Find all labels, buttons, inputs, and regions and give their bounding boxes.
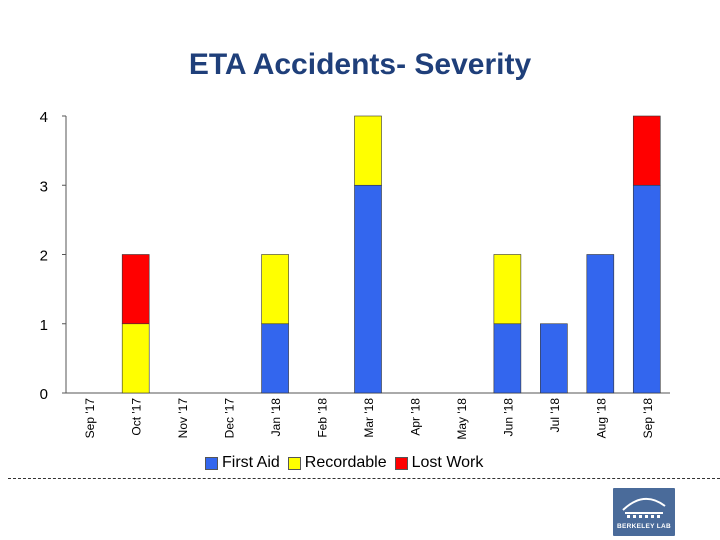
lab-building-icon [622, 498, 666, 518]
legend-item-first-aid: First Aid [205, 454, 280, 472]
x-tick-label: Aug '18 [594, 398, 608, 439]
y-tick-label: 4 [40, 109, 48, 126]
legend-label-lost-work: Lost Work [411, 454, 484, 471]
bar-recordable [261, 254, 289, 325]
x-tick-label: Apr '18 [408, 398, 422, 436]
legend-item-recordable: Recordable [287, 454, 387, 472]
x-tick-label: Jan '18 [269, 398, 283, 437]
bar-lost-work [121, 254, 150, 325]
x-tick-label: Nov '17 [176, 398, 190, 439]
bar-recordable [493, 254, 522, 325]
y-tick-label: 0 [40, 386, 48, 403]
legend-label-first-aid: First Aid [222, 454, 280, 471]
logo-text: BERKELEY LAB [616, 523, 672, 530]
bar-first-aid [540, 323, 568, 394]
footer-divider [8, 478, 720, 479]
bar-first-aid [261, 323, 289, 394]
legend-swatch-first-aid [205, 456, 218, 470]
bar-first-aid [586, 254, 615, 394]
x-tick-label: Mar '18 [362, 398, 376, 438]
y-tick-label: 3 [40, 178, 48, 195]
berkeley-lab-logo: BERKELEY LAB [613, 488, 675, 536]
x-tick-label: Jun '18 [501, 398, 515, 437]
x-tick-label: Jul '18 [548, 398, 562, 433]
bar-first-aid [354, 184, 382, 394]
x-tick-label: Oct '17 [130, 398, 144, 436]
chart-legend: First Aid Recordable Lost Work [205, 453, 491, 473]
x-tick-label: Sep '18 [641, 398, 655, 439]
bar-first-aid [632, 184, 661, 394]
legend-item-lost-work: Lost Work [394, 454, 484, 472]
legend-swatch-lost-work [394, 456, 408, 470]
chart-title: ETA Accidents- Severity [188, 48, 532, 81]
y-tick-label: 1 [40, 317, 48, 334]
bar-first-aid [493, 323, 522, 394]
bar-lost-work [632, 115, 661, 186]
legend-label-recordable: Recordable [304, 454, 387, 471]
x-tick-label: Dec '17 [223, 398, 237, 439]
x-tick-label: Sep '17 [83, 398, 97, 439]
bar-recordable [354, 115, 382, 186]
bar-recordable [121, 323, 150, 394]
x-tick-label: Feb '18 [316, 398, 330, 438]
x-tick-label: May '18 [455, 398, 469, 440]
y-tick-label: 2 [40, 248, 48, 265]
legend-swatch-recordable [287, 456, 301, 470]
